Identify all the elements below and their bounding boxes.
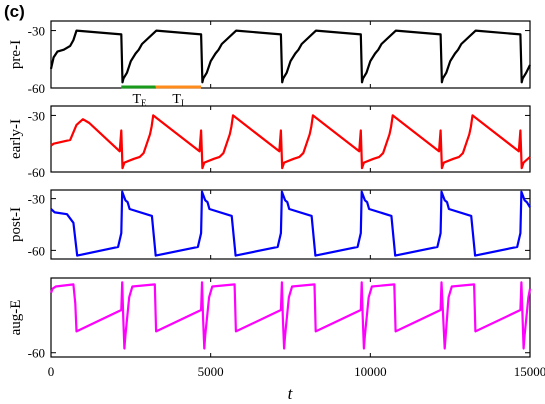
x-tick-label: 10000 xyxy=(354,364,387,379)
series-line-pre-I xyxy=(49,29,531,84)
y-tick-label: -30 xyxy=(28,192,45,207)
panel-3: -60 aug-E xyxy=(8,277,532,361)
y-axis-label: post-I xyxy=(8,207,24,242)
y-tick-label: -60 xyxy=(28,165,45,180)
panel-label: (c) xyxy=(4,2,25,21)
panel-1: -30 -60 early-I xyxy=(8,105,531,180)
series-line-aug-E xyxy=(49,281,532,350)
panel-2: -30 -60 post-I xyxy=(8,189,531,260)
y-axis-label: pre-I xyxy=(8,40,24,69)
x-axis-label: t xyxy=(288,384,294,403)
y-tick-label: -60 xyxy=(28,81,45,96)
x-axis: 0 5000 10000 15000 xyxy=(48,364,545,379)
panel-frame xyxy=(50,105,531,173)
interval-label-I: TI xyxy=(172,92,184,108)
y-tick-label: -30 xyxy=(28,24,45,39)
series-line-post-I xyxy=(50,190,531,257)
panel-frame xyxy=(50,277,531,358)
panel-frame xyxy=(50,20,531,89)
panel-frame xyxy=(50,189,531,260)
y-axis-label: aug-E xyxy=(8,300,24,336)
x-tick-label: 5000 xyxy=(198,364,224,379)
x-tick-label: 0 xyxy=(48,364,55,379)
y-tick-label: -30 xyxy=(28,108,45,123)
x-tick-label: 15000 xyxy=(514,364,545,379)
series-line-early-I xyxy=(50,114,531,170)
y-tick-label: -60 xyxy=(28,243,45,258)
y-tick-label: -60 xyxy=(28,346,45,361)
y-axis-label: early-I xyxy=(8,119,24,159)
